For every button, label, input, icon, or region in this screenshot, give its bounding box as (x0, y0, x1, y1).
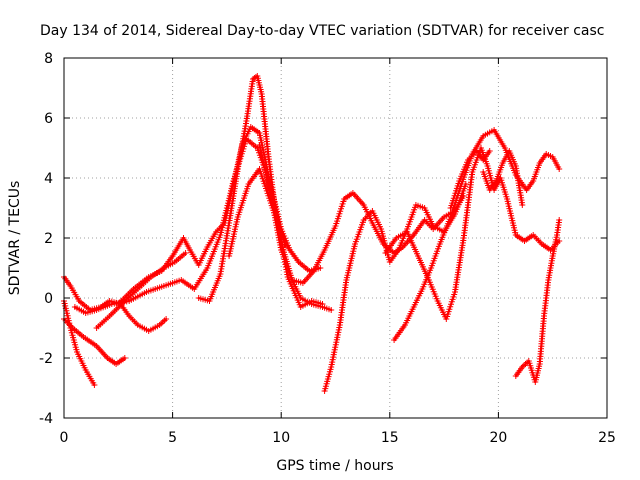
series-sat-5 (93, 250, 189, 331)
series-markers (93, 250, 189, 331)
y-tick-label: 8 (44, 51, 53, 67)
chart-title: Day 134 of 2014, Sidereal Day-to-day VTE… (40, 23, 604, 39)
y-tick-labels: -4 -2 0 2 4 6 8 (39, 51, 53, 427)
series-trace (73, 137, 324, 315)
x-tick-label: 25 (598, 430, 616, 446)
series-group (61, 73, 563, 394)
x-tick-labels: 0 5 10 15 20 25 (60, 430, 616, 446)
series-markers (512, 217, 563, 385)
x-tick-label: 10 (272, 430, 290, 446)
y-tick-label: -2 (39, 351, 53, 367)
series-sat-3 (61, 316, 128, 367)
series-markers (61, 316, 128, 367)
x-axis-label: GPS time / hours (276, 458, 393, 474)
y-tick-label: 0 (44, 291, 53, 307)
series-markers (480, 148, 526, 208)
series-markers (71, 136, 326, 316)
x-tick-label: 5 (168, 430, 177, 446)
x-tick-label: 20 (489, 430, 507, 446)
series-markers (447, 148, 493, 211)
series-markers (382, 145, 563, 322)
x-tick-label: 15 (381, 430, 399, 446)
y-tick-label: 4 (44, 171, 53, 187)
series-sat-4 (71, 136, 326, 316)
series-sat-12 (382, 145, 563, 322)
series-sat-13 (512, 217, 563, 385)
series-sat-6 (115, 124, 302, 307)
y-tick-label: 6 (44, 111, 53, 127)
y-tick-label: 2 (44, 231, 53, 247)
series-sat-14 (447, 148, 493, 211)
x-tick-label: 0 (60, 430, 69, 446)
y-axis-label: SDTVAR / TECUs (7, 181, 23, 296)
y-tick-label: -4 (39, 411, 53, 427)
series-sat-15 (480, 148, 526, 208)
axis-ticks (63, 57, 608, 419)
